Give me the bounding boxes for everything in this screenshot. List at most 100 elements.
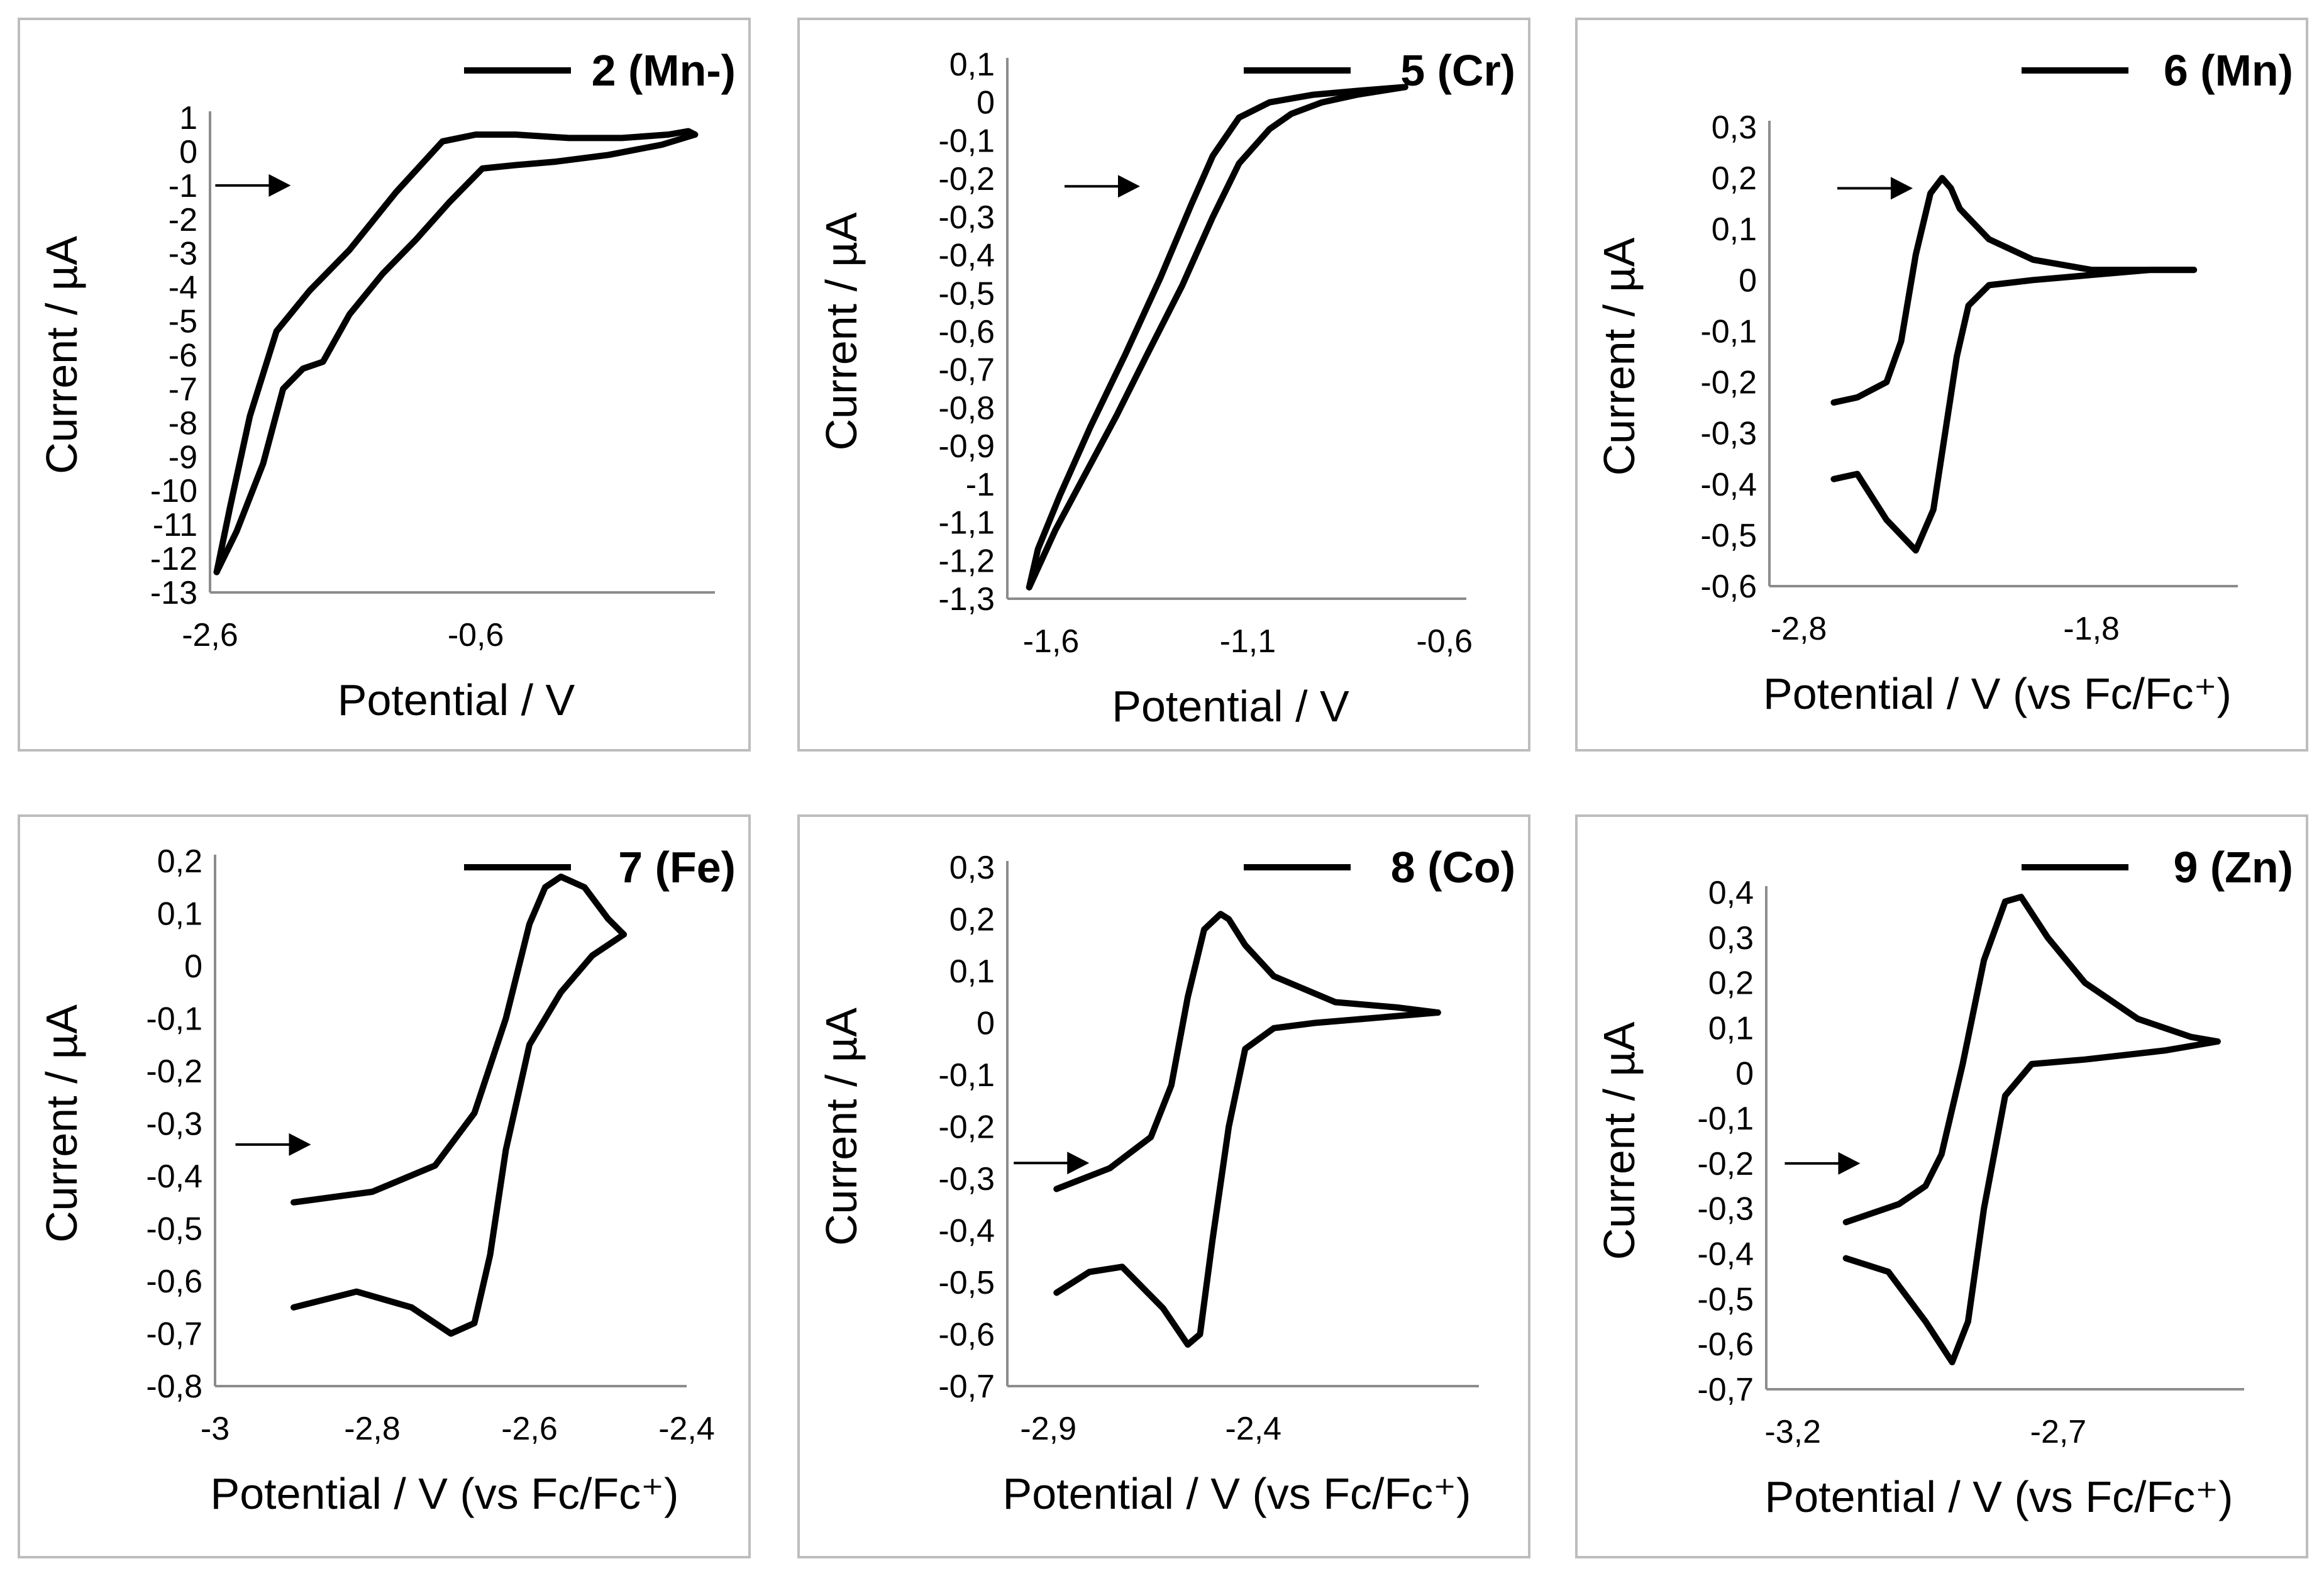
y-axis-title: Current / µA	[817, 212, 866, 450]
y-tick-label: -6	[169, 338, 197, 374]
y-tick-label: -0,8	[938, 390, 995, 426]
cv-trace-branch-1	[1830, 267, 2198, 554]
y-tick-label: -0,7	[938, 1369, 995, 1405]
cv-trace-branch-2	[213, 131, 699, 575]
y-axis-title: Current / µA	[1595, 237, 1644, 475]
y-tick-label: 0,1	[1712, 211, 1757, 248]
y-tick-label: 0,3	[1708, 920, 1754, 957]
y-tick-label: -1	[966, 467, 995, 503]
y-tick-label: -0,1	[146, 1001, 202, 1038]
cv-trace-branch-2	[1842, 1038, 2221, 1365]
y-tick-label: -0,3	[938, 1161, 995, 1197]
legend-label: 9 (Zn)	[2173, 843, 2293, 892]
arrow-head-icon	[1890, 177, 1913, 200]
x-axis-title: Potential / V (vs Fc/Fc⁺)	[211, 1469, 679, 1518]
legend-label: 7 (Fe)	[618, 843, 736, 892]
x-tick-label: -3	[201, 1411, 230, 1447]
cv-chart: 10-1-2-3-4-5-6-7-8-9-10-11-12-13 -2,6 -0,6…	[37, 46, 736, 725]
y-tick-label: -7	[169, 371, 197, 408]
y-tick-label: -0,3	[146, 1106, 202, 1143]
x-tick-label: -1,6	[1023, 623, 1080, 660]
x-tick-label: -1,1	[1220, 623, 1276, 660]
y-tick-label: -9	[169, 439, 197, 475]
y-tick-label: -0,7	[938, 352, 995, 389]
legend-label: 5 (Cr)	[1400, 46, 1515, 95]
legend-label: 6 (Mn)	[2164, 46, 2293, 95]
y-tick-label: 0	[1739, 262, 1757, 299]
y-tick-label: -0,2	[1697, 1146, 1754, 1182]
y-tick-label: -10	[150, 473, 197, 509]
cv-trace-branch-2	[1830, 175, 2198, 406]
y-tick-label: -2	[169, 202, 197, 238]
y-tick-label: -0,7	[1697, 1372, 1754, 1408]
y-tick-label: 0,1	[157, 896, 202, 933]
cv-trace-branch-2	[1026, 84, 1408, 591]
x-tick-label: -2,8	[344, 1411, 401, 1447]
y-tick-label: -3	[169, 236, 197, 272]
y-tick-label: -0,5	[1697, 1281, 1754, 1318]
y-tick-label: -0,3	[938, 199, 995, 236]
arrow-head-icon	[1838, 1152, 1861, 1175]
legend-label: 2 (Mn-)	[592, 46, 736, 95]
y-tick-label: 1	[179, 100, 197, 136]
y-tick-label: -0,4	[938, 238, 995, 274]
y-tick-label: -0,1	[938, 123, 995, 159]
arrow-head-icon	[1118, 175, 1140, 198]
y-tick-label: -1	[169, 168, 197, 204]
arrow-head-icon	[268, 174, 291, 197]
y-tick-label: 0,3	[1712, 109, 1757, 146]
y-axis-title: Current / µA	[37, 1004, 86, 1243]
x-tick-label: -2,6	[501, 1411, 558, 1447]
y-tick-label: 0	[179, 134, 197, 170]
y-tick-label: -0,2	[1700, 365, 1757, 401]
y-tick-label: -0,2	[146, 1053, 202, 1090]
y-axis-title: Current / µA	[1595, 1021, 1644, 1260]
y-tick-label: -0,1	[1700, 313, 1757, 350]
y-axis-title: Current / µA	[37, 236, 86, 474]
y-tick-label: 0,2	[157, 843, 202, 880]
y-tick-label: -0,2	[938, 161, 995, 197]
cv-chart: 0,2 0,1 0 -0,1 -0,2 -0,3 -0,4 -0,5 -0,6 -0,7 -0,8 -…	[37, 843, 736, 1518]
cv-chart: 0,3 0,2 0,1 0 -0,1 -0,2 -0,3 -0,4 -0,5 -0,6 -2,8 -1…	[1595, 46, 2293, 718]
chart-panel: 0,4 0,3 0,2 0,1 0 -0,1 -0,2 -0,3 -0,4 -0,5 -0,6 -0,…	[1575, 814, 2308, 1558]
y-tick-label: 0	[977, 1006, 995, 1042]
y-tick-label: 0,2	[1712, 160, 1757, 197]
x-tick-label: -0,6	[1416, 623, 1473, 660]
y-tick-label: -12	[150, 541, 197, 577]
y-tick-label: -0,5	[938, 275, 995, 312]
y-tick-label: -0,1	[1697, 1101, 1754, 1137]
chart-panel: 0,2 0,1 0 -0,1 -0,2 -0,3 -0,4 -0,5 -0,6 -0,7 -0,8 -…	[18, 814, 751, 1558]
y-tick-label: -0,9	[938, 428, 995, 465]
y-tick-label: -0,6	[1697, 1326, 1754, 1363]
y-tick-label: -0,6	[1700, 569, 1757, 605]
y-tick-label: -0,7	[146, 1316, 202, 1353]
cv-trace-branch-2	[1053, 1009, 1441, 1348]
y-tick-label: -8	[169, 405, 197, 441]
y-tick-label: -0,4	[938, 1213, 995, 1250]
y-tick-label: -1,3	[938, 581, 995, 618]
arrow-head-icon	[289, 1133, 311, 1156]
chart-panel: 0,3 0,2 0,1 0 -0,1 -0,2 -0,3 -0,4 -0,5 -0,6 -0,7 -2…	[797, 814, 1530, 1558]
y-tick-label: 0	[184, 948, 202, 985]
arrow-head-icon	[1067, 1152, 1090, 1175]
cv-trace-branch-1	[213, 128, 699, 575]
y-tick-label: -0,2	[938, 1109, 995, 1146]
y-tick-label: 0,2	[949, 902, 995, 938]
cv-trace-branch-1	[290, 874, 627, 1206]
y-tick-label: -1,2	[938, 543, 995, 579]
y-tick-label: -0,3	[1700, 416, 1757, 452]
y-tick-label: 0,2	[1708, 965, 1754, 1002]
y-tick-label: -0,6	[146, 1263, 202, 1300]
x-tick-label: -2,9	[1020, 1411, 1076, 1447]
x-tick-label: -1,8	[2063, 611, 2120, 647]
y-tick-label: -0,5	[146, 1211, 202, 1248]
chart-panel: 0,3 0,2 0,1 0 -0,1 -0,2 -0,3 -0,4 -0,5 -0,6 -2,8 -1…	[1575, 18, 2308, 752]
y-tick-label: -0,8	[146, 1369, 202, 1405]
y-tick-label: -13	[150, 575, 197, 611]
cv-chart: 0,10-0,1-0,2-0,3-0,4-0,5-0,6-0,7-0,8-0,9…	[817, 46, 1515, 731]
y-tick-label: 0,4	[1708, 875, 1754, 911]
cv-trace-branch-1	[1842, 894, 2221, 1226]
y-tick-label: 0	[1735, 1055, 1754, 1092]
y-tick-label: -5	[169, 304, 197, 340]
